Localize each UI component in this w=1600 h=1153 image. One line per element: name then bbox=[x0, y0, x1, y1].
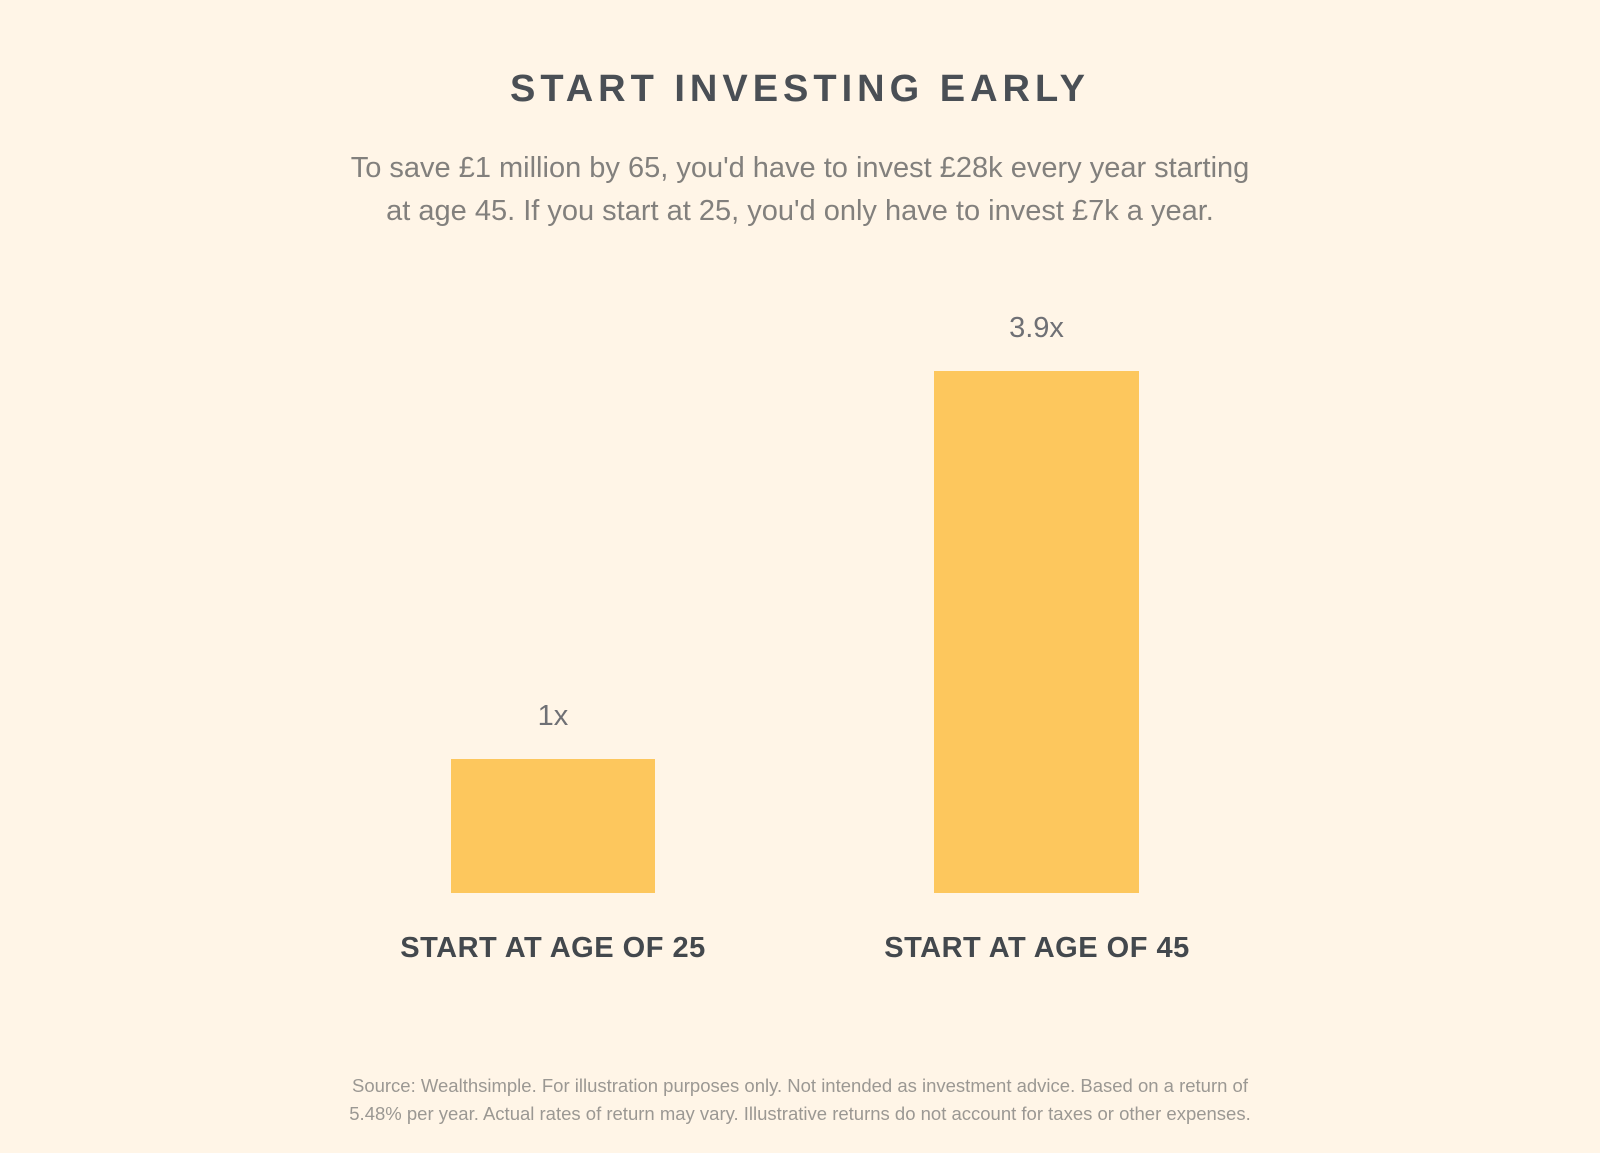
bar-age-25 bbox=[451, 759, 655, 893]
subtitle-line-2: at age 45. If you start at 25, you'd onl… bbox=[386, 195, 1214, 227]
chart-subtitle: To save £1 million by 65, you'd have to … bbox=[0, 147, 1600, 233]
category-label-age-45: START AT AGE OF 45 bbox=[884, 932, 1190, 964]
bar-age-45 bbox=[934, 371, 1139, 893]
subtitle-line-1: To save £1 million by 65, you'd have to … bbox=[350, 152, 1250, 184]
bar-group-age-25: 1x bbox=[451, 0, 655, 893]
value-label-age-45: 3.9x bbox=[1009, 312, 1064, 344]
footer-line-1: Source: Wealthsimple. For illustration p… bbox=[351, 1075, 1248, 1096]
bar-group-age-45: 3.9x bbox=[934, 0, 1139, 893]
source-disclaimer: Source: Wealthsimple. For illustration p… bbox=[0, 1072, 1600, 1128]
category-label-age-25: START AT AGE OF 25 bbox=[400, 932, 706, 964]
value-label-age-25: 1x bbox=[537, 700, 569, 732]
footer-line-2: 5.48% per year. Actual rates of return m… bbox=[349, 1103, 1251, 1124]
chart-title: START INVESTING EARLY bbox=[509, 68, 1091, 110]
